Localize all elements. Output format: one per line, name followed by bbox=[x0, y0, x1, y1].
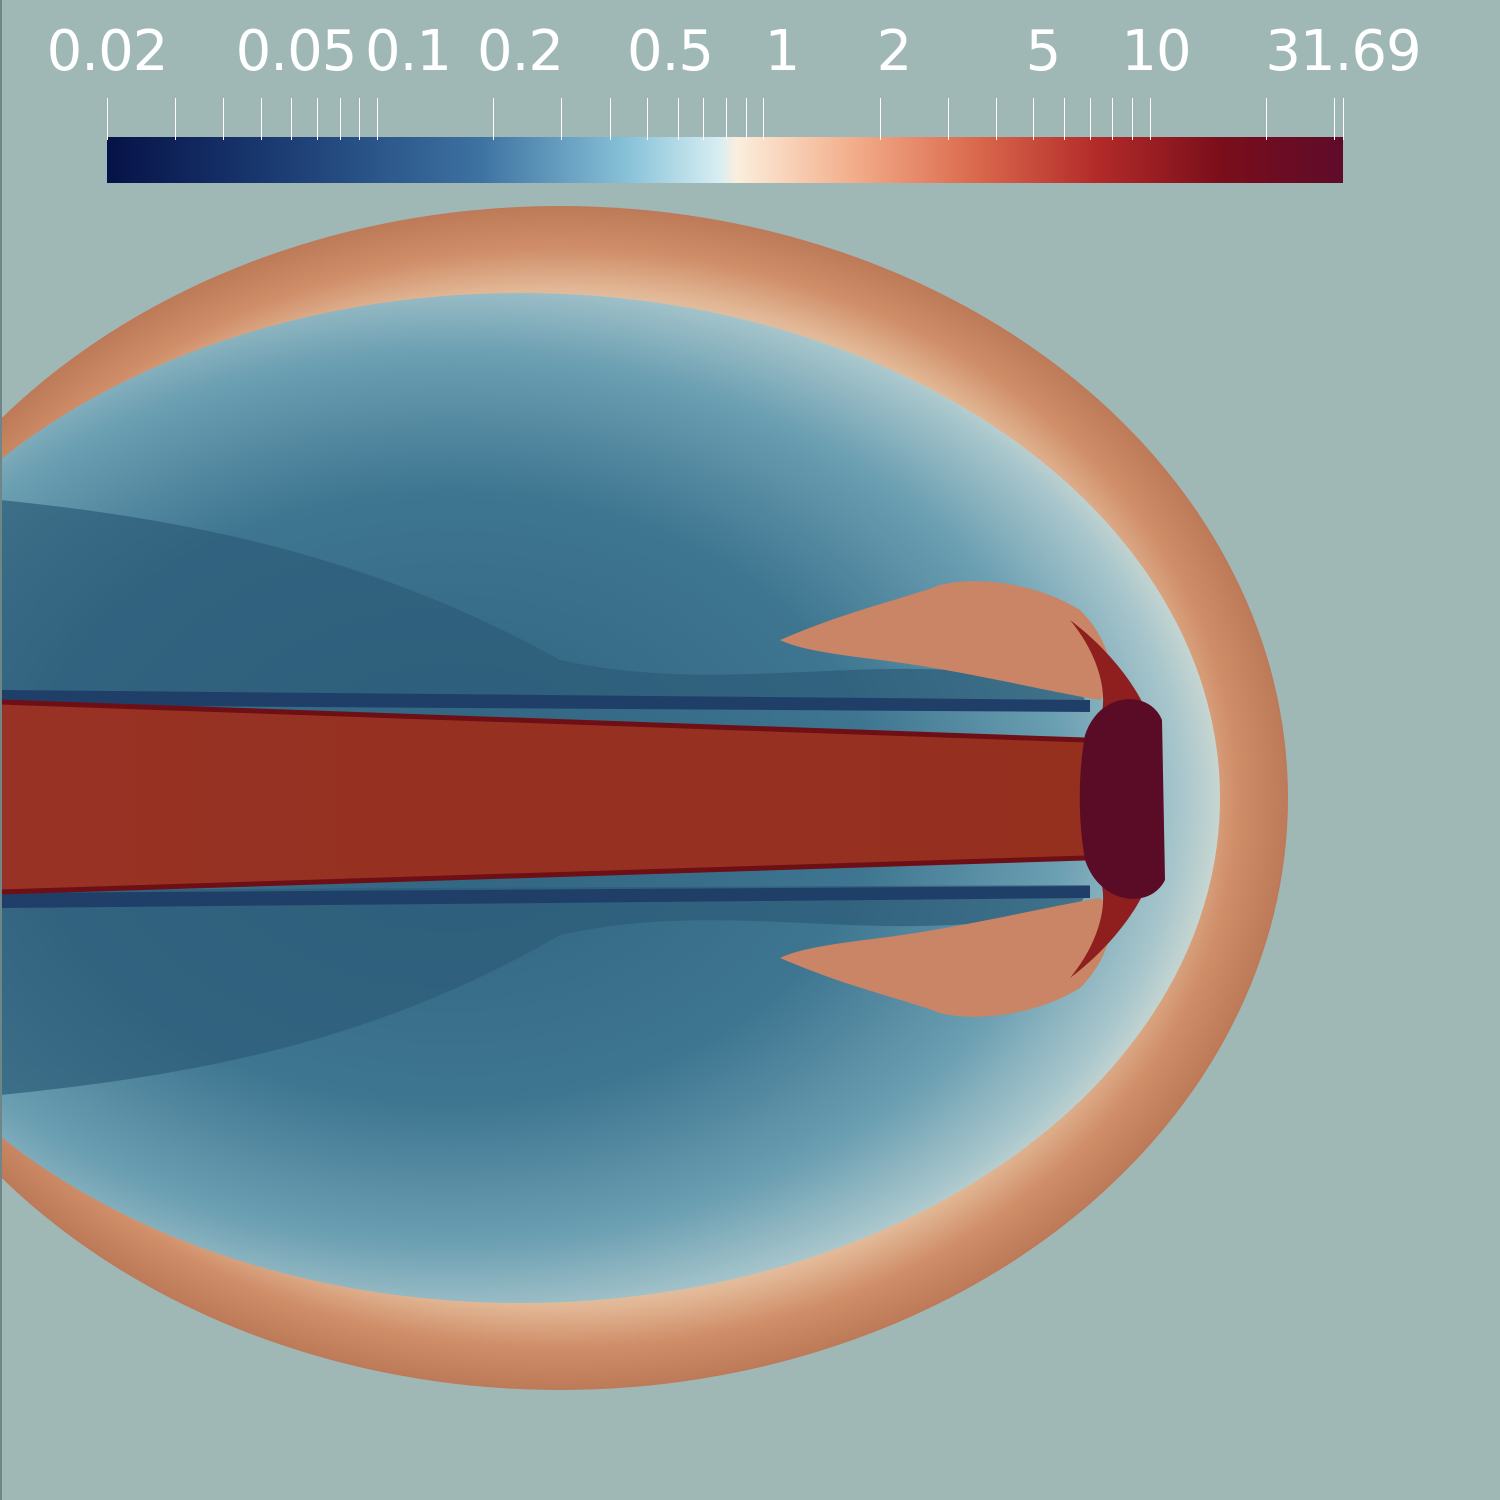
colorbar-tick bbox=[223, 98, 224, 140]
colorbar-tick bbox=[678, 98, 679, 140]
colorbar-tick bbox=[1132, 98, 1133, 140]
colorbar-tick bbox=[1090, 98, 1091, 140]
jet-edge-bottom bbox=[0, 855, 1086, 895]
upper-boundary-layer bbox=[0, 690, 1090, 712]
colorbar-tick bbox=[1343, 98, 1344, 140]
upper-wisp-dark bbox=[1070, 620, 1150, 720]
colorbar-label: 0.05 bbox=[235, 19, 358, 84]
colorbar-tick bbox=[317, 98, 318, 140]
hotspot bbox=[1079, 699, 1165, 899]
colorbar-tick bbox=[1266, 98, 1267, 140]
colorbar-tick bbox=[493, 98, 494, 140]
colorbar-tick bbox=[880, 98, 881, 140]
colorbar-tick bbox=[377, 98, 378, 140]
colorbar-tick bbox=[948, 98, 949, 140]
colorbar-label: 0.5 bbox=[626, 19, 714, 84]
colorbar-tick bbox=[340, 98, 341, 140]
upper-dark-lobe bbox=[0, 500, 1090, 710]
lower-boundary-layer bbox=[0, 886, 1090, 908]
colorbar-tick bbox=[107, 98, 108, 140]
colorbar-tick bbox=[746, 98, 747, 140]
colorbar-tick bbox=[726, 98, 727, 140]
colorbar-tick bbox=[261, 98, 262, 140]
colorbar-label: 0.02 bbox=[46, 19, 169, 84]
jet-spine bbox=[0, 702, 1085, 892]
colorbar-tick bbox=[1150, 98, 1151, 140]
colorbar: 0.02 0.05 0.1 0.2 0.5 1 2 5 10 31.69 bbox=[0, 0, 1500, 200]
jet-edge-top bbox=[0, 699, 1086, 743]
colorbar-label: 31.69 bbox=[1265, 19, 1421, 84]
colorbar-tick bbox=[1112, 98, 1113, 140]
colorbar-tick bbox=[763, 98, 764, 140]
colorbar-label: 1 bbox=[764, 19, 801, 84]
colorbar-tick bbox=[996, 98, 997, 140]
colorbar-tick bbox=[359, 98, 360, 140]
lower-dark-lobe bbox=[0, 885, 1090, 1095]
colorbar-label: 10 bbox=[1121, 19, 1191, 84]
colorbar-tick bbox=[561, 98, 562, 140]
colorbar-tick bbox=[703, 98, 704, 140]
lower-wisp bbox=[780, 898, 1111, 1017]
colorbar-label: 0.1 bbox=[364, 19, 452, 84]
upper-wisp bbox=[780, 581, 1111, 700]
left-border bbox=[0, 0, 2, 1500]
colorbar-tick bbox=[291, 98, 292, 140]
colorbar-tick bbox=[647, 98, 648, 140]
colorbar-tick bbox=[1033, 98, 1034, 140]
colorbar-label: 5 bbox=[1025, 19, 1062, 84]
colorbar-tick bbox=[610, 98, 611, 140]
colorbar-gradient bbox=[107, 137, 1343, 183]
colorbar-tick bbox=[175, 98, 176, 140]
colorbar-label: 0.2 bbox=[476, 19, 564, 84]
colorbar-tick bbox=[1334, 98, 1335, 140]
lower-wisp-dark bbox=[1070, 878, 1150, 978]
colorbar-tick bbox=[1064, 98, 1065, 140]
colorbar-label: 2 bbox=[876, 19, 913, 84]
